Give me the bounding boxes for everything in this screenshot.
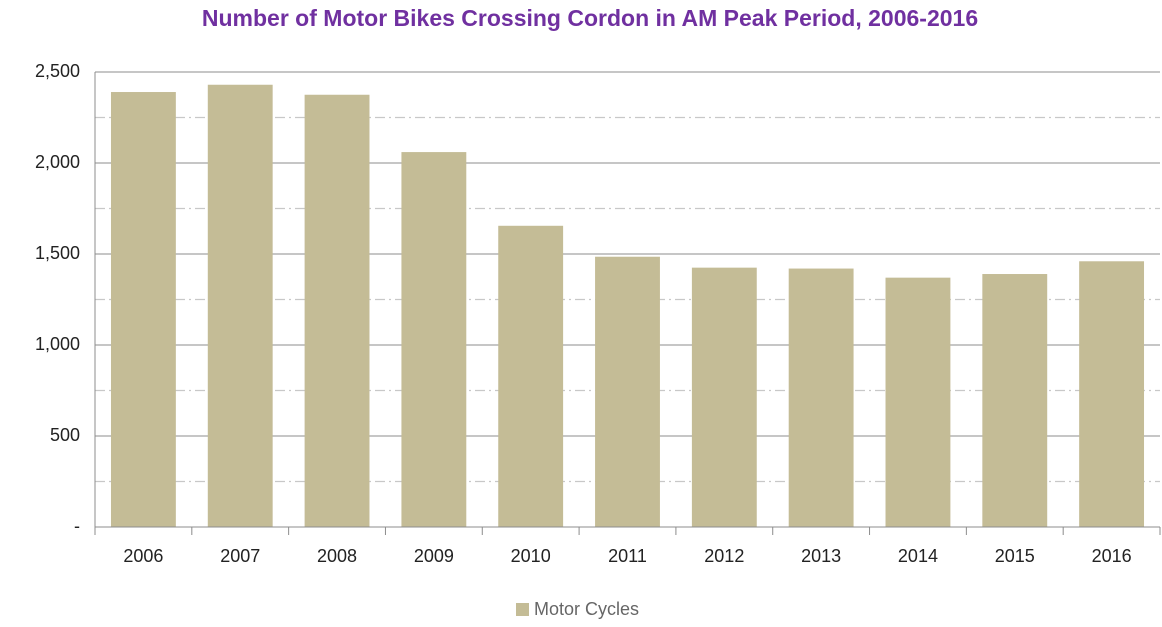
x-tick-label: 2008 — [317, 546, 357, 566]
x-tick-label: 2007 — [220, 546, 260, 566]
y-tick-label: 500 — [50, 425, 80, 445]
x-tick-label: 2013 — [801, 546, 841, 566]
x-tick-label: 2006 — [123, 546, 163, 566]
x-tick-label: 2009 — [414, 546, 454, 566]
x-tick-label: 2010 — [511, 546, 551, 566]
x-tick-label: 2012 — [704, 546, 744, 566]
bar — [691, 267, 757, 527]
bar — [110, 92, 176, 528]
bar — [401, 152, 467, 527]
chart-title: Number of Motor Bikes Crossing Cordon in… — [202, 5, 978, 31]
bar — [498, 225, 564, 528]
bar — [1079, 261, 1145, 527]
y-tick-label: 1,500 — [35, 243, 80, 263]
bar — [595, 256, 660, 527]
bar — [982, 274, 1048, 527]
legend-swatch — [516, 603, 529, 616]
bar — [788, 268, 854, 527]
x-tick-label: 2016 — [1092, 546, 1132, 566]
x-tick-label: 2015 — [995, 546, 1035, 566]
bar — [885, 277, 951, 527]
x-tick-label: 2011 — [608, 546, 647, 566]
y-tick-label: - — [74, 516, 80, 536]
y-tick-label: 2,000 — [35, 152, 80, 172]
bar — [207, 84, 273, 528]
x-tick-label: 2014 — [898, 546, 938, 566]
y-tick-label: 1,000 — [35, 334, 80, 354]
y-tick-label: 2,500 — [35, 61, 80, 81]
legend-label: Motor Cycles — [534, 599, 639, 619]
bar — [304, 94, 370, 527]
